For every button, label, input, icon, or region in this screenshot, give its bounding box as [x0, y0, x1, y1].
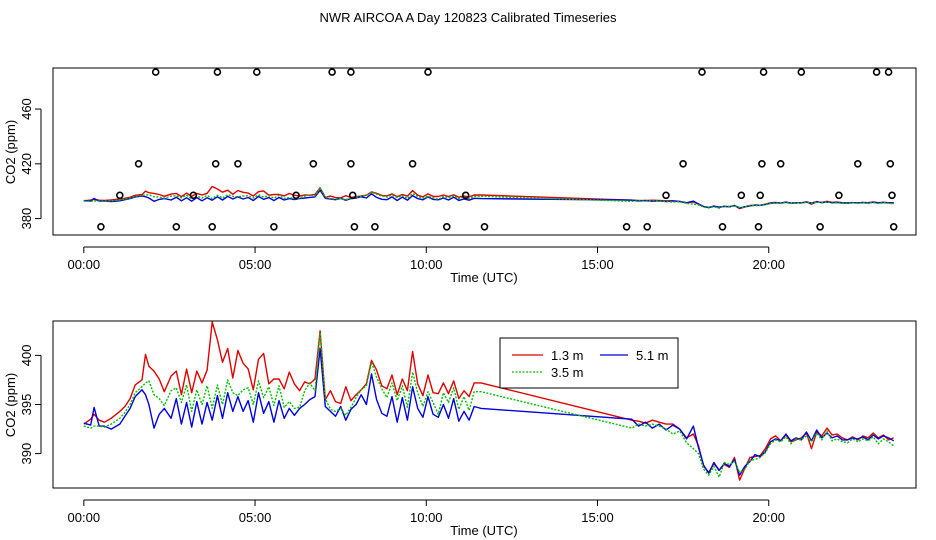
legend-label-3.5m: 3.5 m: [551, 365, 584, 380]
scatter-point: [835, 191, 843, 200]
scatter-point: [270, 223, 278, 231]
scatter-point: [134, 160, 143, 168]
bottom-x-tick-label: 10:00: [410, 510, 443, 525]
bottom-x-tick-label: 20:00: [752, 510, 785, 525]
bottom-x-tick-label: 00:00: [68, 510, 101, 525]
bottom-y-axis-label: CO2 (ppm): [3, 373, 18, 437]
scatter-point: [759, 68, 768, 76]
scatter-point: [797, 68, 806, 76]
scatter-point: [758, 160, 766, 168]
top-x-tick-label: 15:00: [581, 257, 614, 272]
scatter-point: [853, 160, 862, 168]
scatter-point: [172, 223, 181, 231]
scatter-point: [718, 223, 727, 231]
scatter-point: [234, 160, 242, 168]
top-series-1.3m: [83, 185, 894, 210]
scatter-point: [442, 223, 451, 231]
scatter-point: [816, 223, 824, 231]
bottom-series-5.1m: [83, 347, 895, 476]
top-series-lines: [83, 185, 894, 210]
figure-title: NWR AIRCOA A Day 120823 Calibrated Times…: [320, 10, 617, 25]
scatter-point: [480, 223, 489, 231]
scatter-point: [97, 223, 105, 231]
bottom-plot-frame: [52, 320, 917, 489]
scatter-point: [213, 68, 222, 76]
top-scatter-points: [97, 68, 898, 231]
bottom-x-tick-label: 05:00: [239, 510, 272, 525]
top-x-tick-label: 00:00: [68, 257, 101, 272]
top-x-tick-label: 10:00: [410, 257, 443, 272]
scatter-point: [754, 223, 763, 231]
bottom-panel: 00:00 05:00 10:00 15:00 20:00 390 395 400 Time…: [3, 320, 917, 538]
scatter-point: [347, 68, 355, 76]
legend-box: [499, 337, 679, 389]
scatter-point: [889, 223, 898, 231]
scatter-point: [737, 191, 746, 200]
top-x-tick-label: 20:00: [752, 257, 785, 272]
scatter-point: [211, 160, 220, 168]
scatter-point: [350, 223, 359, 231]
top-y-tick-label: 380: [19, 208, 34, 230]
scatter-point: [643, 223, 652, 231]
scatter-point: [208, 223, 216, 231]
bottom-series-lines: [83, 321, 895, 481]
bottom-series-3.5m: [83, 332, 895, 478]
top-x-tick-label: 05:00: [239, 257, 272, 272]
bottom-x-tick-label: 15:00: [581, 510, 614, 525]
scatter-point: [872, 68, 881, 76]
scatter-point: [116, 191, 124, 200]
top-x-axis-label: Time (UTC): [450, 270, 517, 285]
scatter-point: [756, 191, 765, 200]
scatter-point: [151, 68, 160, 76]
legend-label-5.1m: 5.1 m: [636, 348, 669, 363]
top-plot-frame: [52, 67, 917, 236]
scatter-point: [189, 191, 198, 200]
top-y-axis: 380 420 460: [19, 98, 42, 230]
scatter-point: [886, 160, 895, 168]
scatter-point: [662, 191, 670, 200]
bottom-x-axis-label: Time (UTC): [450, 523, 517, 538]
scatter-point: [328, 68, 336, 76]
top-series-5.1m: [83, 189, 894, 209]
bottom-y-axis: 390 395 400: [19, 345, 42, 465]
scatter-point: [679, 160, 687, 168]
bottom-y-tick-label: 400: [19, 345, 34, 367]
scatter-point: [461, 191, 470, 200]
top-x-axis: 00:00 05:00 10:00 15:00 20:00: [68, 246, 785, 272]
top-y-tick-label: 460: [19, 98, 34, 120]
scatter-point: [252, 68, 261, 76]
scatter-point: [622, 223, 631, 231]
scatter-point: [292, 191, 300, 200]
top-panel: 00:00 05:00 10:00 15:00 20:00 380 420 460 Time…: [3, 67, 917, 285]
scatter-point: [424, 68, 432, 76]
scatter-point: [776, 160, 785, 168]
bottom-y-tick-label: 395: [19, 394, 34, 416]
scatter-point: [309, 160, 318, 168]
scatter-point: [884, 68, 893, 76]
top-y-axis-label: CO2 (ppm): [3, 120, 18, 184]
legend-label-1.3m: 1.3 m: [551, 348, 584, 363]
bottom-series-1.3m: [83, 321, 894, 481]
legend: 1.3 m 5.1 m 3.5 m: [499, 337, 679, 389]
scatter-point: [888, 191, 896, 200]
bottom-x-axis: 00:00 05:00 10:00 15:00 20:00: [68, 499, 785, 525]
scatter-point: [698, 68, 706, 76]
scatter-point: [408, 160, 417, 168]
scatter-point: [348, 191, 357, 200]
top-y-tick-label: 420: [19, 153, 34, 175]
scatter-point: [347, 160, 355, 168]
bottom-y-tick-label: 390: [19, 443, 34, 465]
scatter-point: [371, 223, 379, 231]
